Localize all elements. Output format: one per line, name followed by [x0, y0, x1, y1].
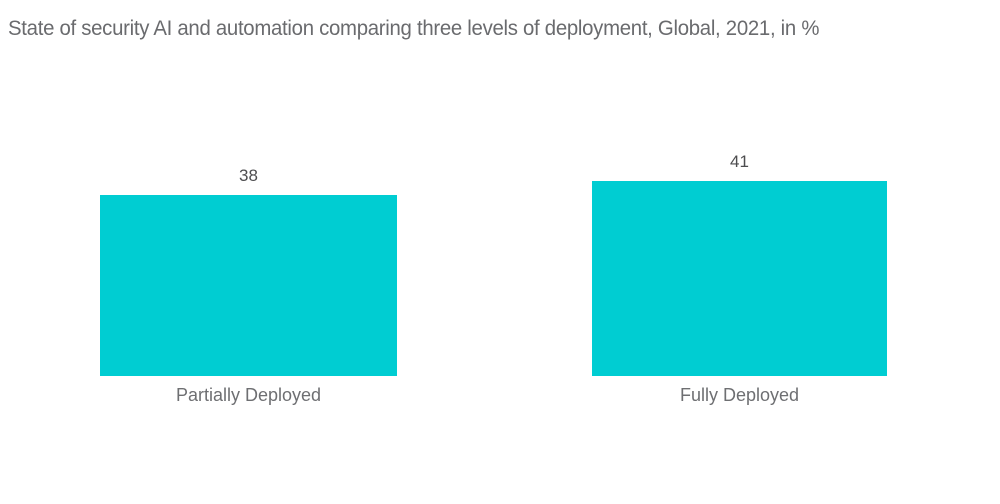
category-label-partially-deployed: Partially Deployed	[175, 385, 322, 405]
bar-group-fully-deployed: 41 Fully Deployed	[592, 153, 887, 404]
bar-fully-deployed	[592, 181, 887, 376]
bar-value-label: 41	[730, 152, 749, 171]
bar-value-label: 38	[239, 166, 258, 185]
bar-group-partially-deployed: 38 Partially Deployed	[100, 167, 397, 404]
chart-title: State of security AI and automation comp…	[8, 17, 820, 40]
category-label-fully-deployed: Fully Deployed	[679, 385, 800, 405]
bar-partially-deployed	[100, 195, 397, 376]
